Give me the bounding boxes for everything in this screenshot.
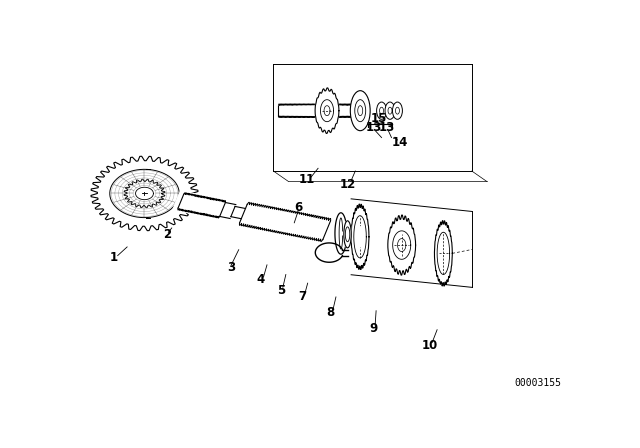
- Text: 2: 2: [163, 228, 171, 241]
- Text: 1: 1: [109, 251, 118, 264]
- Text: 11: 11: [299, 173, 316, 186]
- Text: 10: 10: [422, 339, 438, 352]
- Text: 7: 7: [298, 290, 307, 303]
- Polygon shape: [351, 204, 369, 270]
- Text: 8: 8: [326, 306, 335, 319]
- Text: 14: 14: [392, 136, 408, 149]
- Polygon shape: [315, 88, 339, 134]
- Polygon shape: [388, 215, 415, 275]
- Ellipse shape: [392, 102, 403, 119]
- Ellipse shape: [350, 90, 370, 131]
- Text: 00003155: 00003155: [514, 379, 561, 388]
- Ellipse shape: [344, 221, 351, 248]
- Polygon shape: [173, 191, 389, 251]
- Text: 15: 15: [371, 112, 387, 125]
- Text: 4: 4: [257, 273, 265, 286]
- Text: 12: 12: [340, 178, 356, 191]
- Ellipse shape: [376, 102, 387, 119]
- Ellipse shape: [385, 102, 395, 119]
- Polygon shape: [435, 221, 452, 286]
- Text: 3: 3: [227, 261, 236, 274]
- Text: 6: 6: [294, 201, 302, 214]
- Text: 13: 13: [365, 121, 381, 134]
- Text: 9: 9: [369, 322, 378, 335]
- Text: 13: 13: [378, 121, 395, 134]
- Text: 5: 5: [277, 284, 285, 297]
- Polygon shape: [91, 156, 198, 231]
